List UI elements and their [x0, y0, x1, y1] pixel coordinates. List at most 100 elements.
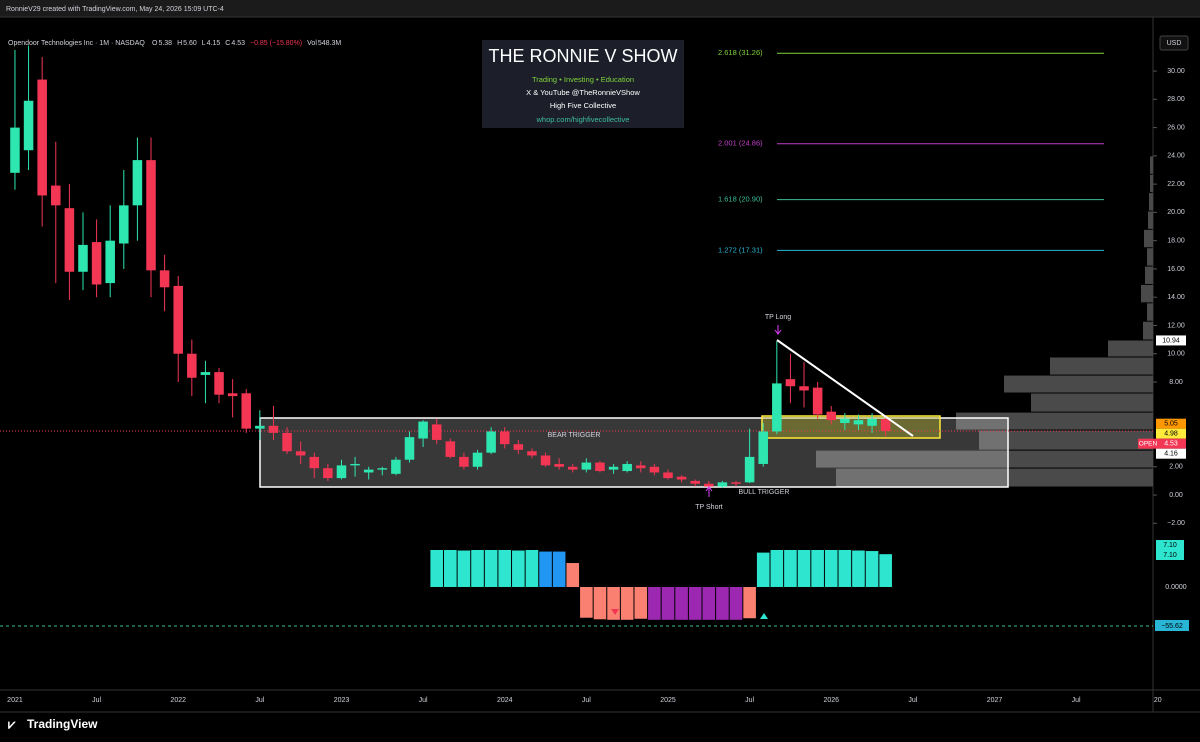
y-tick-label: −2.00	[1167, 520, 1185, 527]
logo-title: THE RONNIE V SHOW	[488, 46, 677, 66]
histogram-bar	[838, 550, 852, 587]
candle-body	[853, 420, 864, 425]
x-tick-label: Jul	[92, 697, 101, 704]
histogram-bar	[648, 586, 661, 620]
candle-body	[840, 418, 850, 423]
candle-body	[377, 468, 388, 470]
candle-body	[608, 466, 619, 470]
candle-body	[105, 240, 115, 284]
price-label-bg	[1156, 438, 1186, 449]
volume-bar	[1050, 357, 1153, 375]
legend-value: −0.85 (−15.80%)	[250, 40, 302, 47]
value-label-bg	[1156, 540, 1184, 551]
y-tick-label: 24.00	[1167, 153, 1185, 160]
candle-body	[323, 468, 333, 479]
histogram-bar	[512, 550, 525, 587]
candle-body	[744, 456, 755, 483]
y-tick-label: 0.0000	[1165, 584, 1187, 591]
candle-body	[91, 242, 102, 285]
x-tick-label: 2022	[170, 697, 186, 704]
volume-profile	[816, 156, 1153, 487]
top-bar	[0, 0, 1200, 17]
arrow	[705, 486, 713, 497]
candle-body	[472, 452, 483, 467]
histogram-bar	[797, 550, 811, 587]
candle-body	[214, 372, 224, 395]
candle-body	[513, 444, 524, 450]
y-tick-label: 20.00	[1167, 209, 1185, 216]
histogram-bar	[784, 550, 797, 587]
candle-body	[785, 379, 796, 387]
fib-label: 2.001 (24.86)	[718, 139, 763, 148]
legend-value: 548.3M	[318, 40, 342, 47]
legend-key: O	[152, 40, 158, 47]
candle-body	[23, 100, 34, 151]
candle-body	[404, 437, 415, 460]
histogram-bar	[756, 552, 770, 587]
price-label-bg	[1156, 418, 1186, 429]
histogram-bar	[580, 586, 593, 618]
candle-body	[431, 424, 442, 440]
y-tick-label: 14.00	[1167, 294, 1185, 301]
histogram-bar	[852, 550, 865, 587]
legend-key: L	[202, 40, 206, 47]
candle-body	[51, 185, 61, 206]
volume-bar	[1108, 340, 1153, 357]
value-label-bg	[1156, 550, 1184, 561]
candle-body	[717, 482, 728, 487]
arrow	[774, 325, 782, 335]
price-label: 10.94	[1162, 337, 1180, 344]
y-tick-label: 30.00	[1167, 68, 1185, 75]
volume-bar	[1143, 321, 1153, 340]
candle-body	[268, 425, 279, 433]
candle-body	[499, 431, 510, 445]
price-label-bg	[1156, 448, 1186, 459]
volume-bar	[1141, 284, 1153, 303]
price-label: 4.98	[1164, 431, 1178, 438]
volume-bar	[1150, 174, 1153, 193]
histogram-bar	[498, 550, 512, 587]
price-tag-bg	[1138, 438, 1158, 449]
currency-box[interactable]	[1159, 35, 1189, 51]
x-tick-label: 2023	[334, 697, 350, 704]
signal-marker	[760, 613, 768, 619]
currency: USD	[1167, 40, 1182, 47]
annotation: TP Short	[695, 504, 723, 511]
volume-bar	[1147, 303, 1153, 321]
candle-body	[64, 208, 75, 272]
legend-value: 4.53	[231, 40, 245, 47]
x-tick-label: 20	[1154, 697, 1162, 704]
candle-body	[119, 205, 129, 244]
histogram-bar	[811, 550, 824, 587]
annotation: BULL TRIGGER	[739, 489, 790, 496]
histogram-bar	[865, 551, 879, 587]
price-label: 4.53	[1164, 441, 1178, 448]
candle-body	[146, 160, 156, 271]
histogram-bar	[675, 586, 688, 620]
histogram-bar	[620, 586, 634, 620]
candle-body	[282, 432, 292, 452]
volume-bar	[836, 468, 1153, 487]
candle-body	[37, 79, 47, 196]
consolidation-zone	[761, 415, 941, 439]
price-label: 4.16	[1164, 451, 1178, 458]
footer-brand: TradingView	[27, 717, 98, 731]
candle-body	[812, 387, 823, 415]
histogram-bar	[484, 550, 498, 587]
fib-label: 2.618 (31.26)	[718, 48, 763, 57]
x-tick-label: Jul	[1072, 697, 1081, 704]
footer-logo-mark: ⩗	[8, 716, 16, 731]
histogram-bar	[770, 550, 784, 587]
candle-body	[159, 270, 170, 288]
candle-body	[622, 463, 632, 472]
histogram-bar	[716, 586, 729, 620]
candle-body	[772, 383, 782, 432]
x-tick-label: Jul	[419, 697, 428, 704]
candle-body	[636, 465, 646, 469]
histogram-bar	[729, 586, 743, 620]
x-tick-label: Jul	[255, 697, 264, 704]
histogram-bar	[444, 550, 457, 587]
x-tick-label: 2024	[497, 697, 513, 704]
candle-body	[554, 463, 564, 467]
y-tick-label: 0.00	[1169, 492, 1183, 499]
